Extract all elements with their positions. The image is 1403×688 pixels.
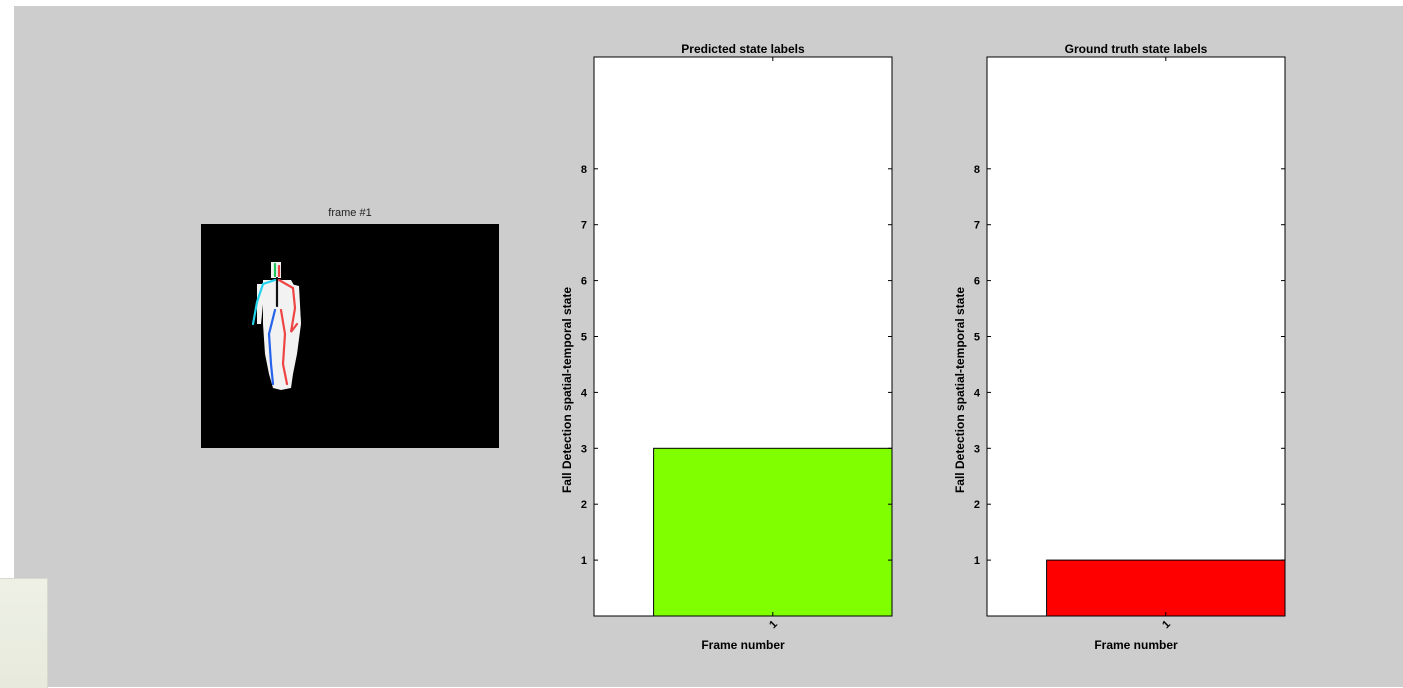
ytick-label-6: 6 bbox=[581, 276, 587, 288]
ytick-label-1: 1 bbox=[581, 555, 587, 567]
xtick-label-1: 1 bbox=[1160, 618, 1173, 631]
ytick-label-2: 2 bbox=[581, 499, 587, 511]
ytick-label-5: 5 bbox=[581, 332, 587, 344]
xlabel-ground-truth: Frame number bbox=[1094, 638, 1178, 652]
ytick-label-3: 3 bbox=[974, 443, 980, 455]
chart-predicted: Fall Detection spatial-temporal state 1 2… bbox=[560, 56, 893, 631]
chart-ground-truth: Fall Detection spatial-temporal state 1 2… bbox=[953, 56, 1286, 631]
skeleton-lines bbox=[251, 262, 299, 386]
ytick-label-1: 1 bbox=[974, 555, 980, 567]
ytick-label-2: 2 bbox=[974, 499, 980, 511]
bar-frame-1 bbox=[1046, 559, 1286, 617]
ytick-label-7: 7 bbox=[581, 220, 587, 232]
chart-title-predicted: Predicted state labels bbox=[681, 42, 805, 56]
xtick-label-1: 1 bbox=[767, 618, 780, 631]
ytick-label-8: 8 bbox=[581, 164, 587, 176]
ytick-label-6: 6 bbox=[974, 276, 980, 288]
ylabel-predicted: Fall Detection spatial-temporal state bbox=[560, 287, 574, 493]
plot-area bbox=[987, 57, 1285, 616]
xlabel-predicted: Frame number bbox=[701, 638, 785, 652]
ytick-label-4: 4 bbox=[974, 387, 981, 399]
ytick-label-3: 3 bbox=[581, 443, 587, 455]
ylabel-ground-truth: Fall Detection spatial-temporal state bbox=[953, 287, 967, 493]
ytick-label-4: 4 bbox=[581, 387, 588, 399]
chart-title-ground-truth: Ground truth state labels bbox=[1064, 42, 1208, 56]
ytick-label-7: 7 bbox=[974, 220, 980, 232]
window-corner-thumbnail bbox=[0, 578, 48, 688]
bar-frame-1 bbox=[653, 447, 893, 617]
ytick-label-8: 8 bbox=[974, 164, 980, 176]
frame-title: frame #1 bbox=[328, 207, 372, 219]
video-frame bbox=[201, 224, 499, 448]
ytick-label-5: 5 bbox=[974, 332, 980, 344]
skeleton-figure bbox=[251, 262, 301, 390]
